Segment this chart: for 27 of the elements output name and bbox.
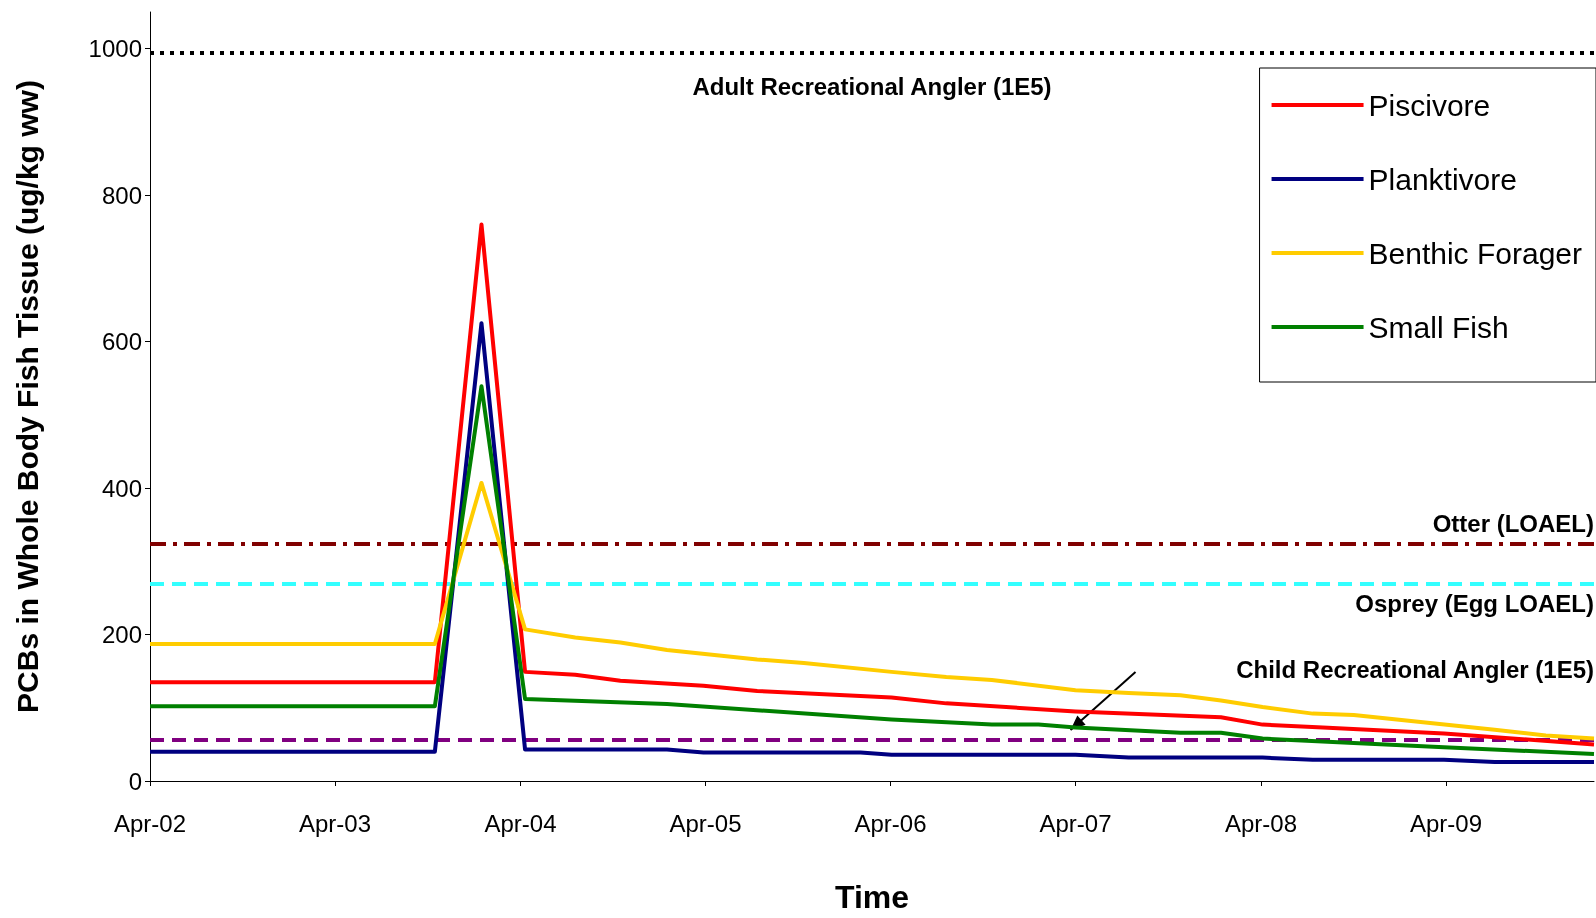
- legend-label: Planktivore: [1368, 162, 1517, 196]
- line-series: [148, 480, 1596, 741]
- ref-line-label: Osprey (Egg LOAEL): [1355, 589, 1594, 617]
- x-tick-label: Apr-09: [1409, 809, 1483, 837]
- y-axis-title: PCBs in Whole Body Fish Tissue (ug/kg ww): [10, 80, 44, 713]
- x-tick-label: Apr-05: [669, 809, 742, 837]
- x-tick-label: Apr-04: [484, 809, 557, 837]
- line-series: [148, 384, 1596, 756]
- ref-line-label: Child Recreational Angler (1E5): [1236, 656, 1594, 684]
- y-tick-label: 200: [101, 621, 142, 649]
- legend-label: Piscivore: [1368, 88, 1491, 122]
- y-tick-label: 1000: [88, 35, 142, 63]
- y-tick-label: 400: [101, 474, 142, 502]
- x-tick-label: Apr-02: [113, 809, 187, 837]
- x-tick-label: Apr-08: [1224, 809, 1298, 837]
- ref-line-label: Otter (LOAEL): [1432, 510, 1594, 538]
- legend-label: Small Fish: [1368, 310, 1509, 344]
- x-axis-title: Time: [834, 879, 910, 915]
- x-tick-label: Apr-07: [1039, 809, 1112, 837]
- x-tick-label: Apr-06: [854, 809, 927, 837]
- legend-label: Benthic Forager: [1368, 236, 1583, 270]
- y-tick-label: 600: [101, 328, 142, 356]
- ref-line-label: Adult Recreational Angler (1E5): [692, 72, 1052, 100]
- y-tick-label: 800: [101, 181, 142, 209]
- y-tick-label: 0: [128, 767, 142, 795]
- line-series: [148, 222, 1596, 747]
- x-tick-label: Apr-03: [298, 809, 372, 837]
